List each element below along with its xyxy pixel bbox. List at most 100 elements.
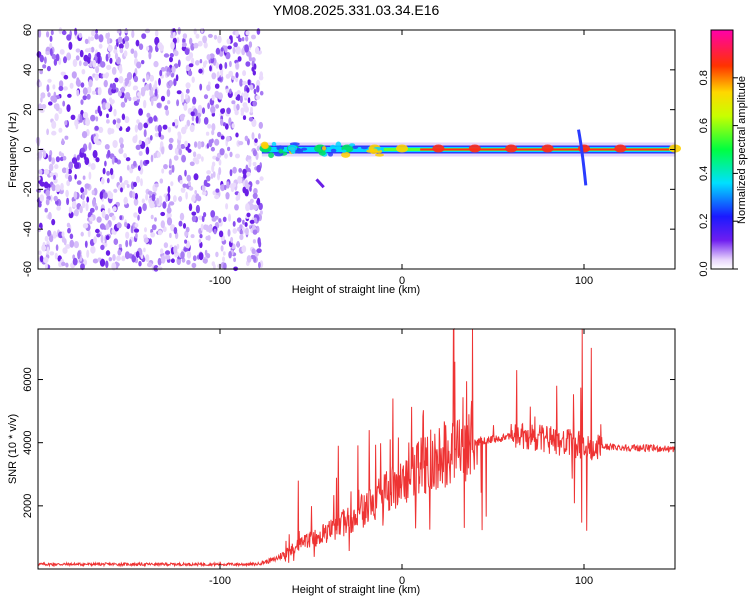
noise-dot xyxy=(251,132,255,140)
signal-blob xyxy=(341,149,347,153)
noise-dot xyxy=(39,108,45,114)
noise-dot xyxy=(210,146,215,152)
noise-dot xyxy=(156,151,161,158)
noise-dot xyxy=(68,161,73,170)
noise-dot xyxy=(178,148,182,156)
noise-dot xyxy=(170,181,174,187)
noise-dot xyxy=(188,181,191,187)
noise-dot xyxy=(207,235,211,241)
noise-dot xyxy=(211,129,215,136)
snr-panel: -100 0 100 2000 4000 6000 Height of straight… xyxy=(7,327,676,596)
noise-dot xyxy=(75,48,81,53)
spectrogram-plot-area xyxy=(35,27,681,272)
noise-dot xyxy=(190,43,195,51)
noise-dot xyxy=(79,49,84,58)
noise-dot xyxy=(229,169,233,177)
noise-dot xyxy=(191,262,197,269)
noise-dot xyxy=(168,169,173,175)
noise-dot xyxy=(59,156,64,162)
noise-dot xyxy=(259,90,264,96)
colorbar-tick-label: 0.8 xyxy=(698,70,710,85)
signal-spur xyxy=(577,129,588,186)
noise-dot xyxy=(249,186,252,192)
noise-dot xyxy=(232,166,237,174)
colorbar-label: Normalized spectral amplitude xyxy=(736,76,748,224)
noise-dot xyxy=(116,118,121,124)
noise-dot xyxy=(201,156,204,162)
noise-dot xyxy=(220,245,224,252)
noise-dot xyxy=(152,84,156,91)
noise-dot xyxy=(254,46,260,55)
noise-dot xyxy=(65,244,71,249)
noise-dot xyxy=(250,106,253,114)
noise-dot xyxy=(78,32,83,39)
noise-dot xyxy=(224,45,228,53)
noise-dot xyxy=(234,204,239,211)
noise-dot xyxy=(256,145,260,152)
noise-dot xyxy=(46,128,49,136)
noise-dot xyxy=(99,110,103,117)
noise-dot xyxy=(233,257,237,263)
noise-dot xyxy=(92,150,98,159)
noise-dot xyxy=(121,255,126,262)
noise-dot xyxy=(190,234,195,239)
noise-dot xyxy=(193,42,199,49)
noise-dot xyxy=(180,113,186,118)
noise-dot xyxy=(184,124,188,130)
noise-dot xyxy=(188,52,194,59)
noise-dot xyxy=(201,107,206,114)
noise-dot xyxy=(160,95,166,102)
noise-dot xyxy=(145,193,149,201)
noise-dot xyxy=(68,174,73,182)
noise-dot xyxy=(232,228,238,234)
noise-dot xyxy=(45,189,50,197)
noise-dot xyxy=(195,33,200,39)
noise-dot xyxy=(166,71,170,77)
noise-dot xyxy=(100,61,106,68)
noise-dot xyxy=(207,33,213,38)
noise-dot xyxy=(217,92,223,100)
noise-dot xyxy=(195,115,199,124)
noise-dot xyxy=(232,182,237,188)
colorbar-gradient xyxy=(710,29,734,270)
noise-dot xyxy=(67,93,72,98)
noise-dot xyxy=(134,124,139,133)
noise-dot xyxy=(153,152,157,159)
noise-dot xyxy=(187,70,193,77)
noise-dot xyxy=(159,178,164,184)
noise-dot xyxy=(136,175,141,183)
noise-dot xyxy=(89,216,94,222)
x-tick-label: 0 xyxy=(399,575,405,587)
noise-dot xyxy=(116,255,121,262)
noise-dot xyxy=(168,201,175,206)
x-tick-label: -100 xyxy=(209,275,231,287)
noise-dot xyxy=(245,203,250,212)
y-tick-label: -40 xyxy=(22,221,34,237)
noise-dot xyxy=(126,72,133,81)
signal-blob xyxy=(287,144,298,152)
noise-dot xyxy=(135,39,140,47)
noise-dot xyxy=(201,184,206,192)
noise-dot xyxy=(163,242,169,249)
noise-dot xyxy=(239,234,244,241)
noise-dot xyxy=(48,211,52,220)
noise-dot xyxy=(82,87,88,95)
noise-dot xyxy=(44,207,48,213)
noise-dot xyxy=(169,53,174,58)
noise-dot xyxy=(42,64,47,69)
noise-dot xyxy=(234,109,239,116)
noise-dot xyxy=(256,85,260,93)
noise-dot xyxy=(81,192,85,201)
noise-dot xyxy=(215,47,221,55)
noise-dot xyxy=(177,133,182,141)
noise-dot xyxy=(213,263,216,270)
noise-dot xyxy=(84,157,90,166)
noise-dot xyxy=(172,31,176,39)
noise-dot xyxy=(138,108,144,116)
noise-dot xyxy=(38,250,42,256)
noise-dot xyxy=(98,126,104,133)
noise-dot xyxy=(206,175,211,182)
noise-dot xyxy=(226,181,230,189)
noise-dot xyxy=(197,40,203,47)
noise-dot xyxy=(252,70,256,76)
